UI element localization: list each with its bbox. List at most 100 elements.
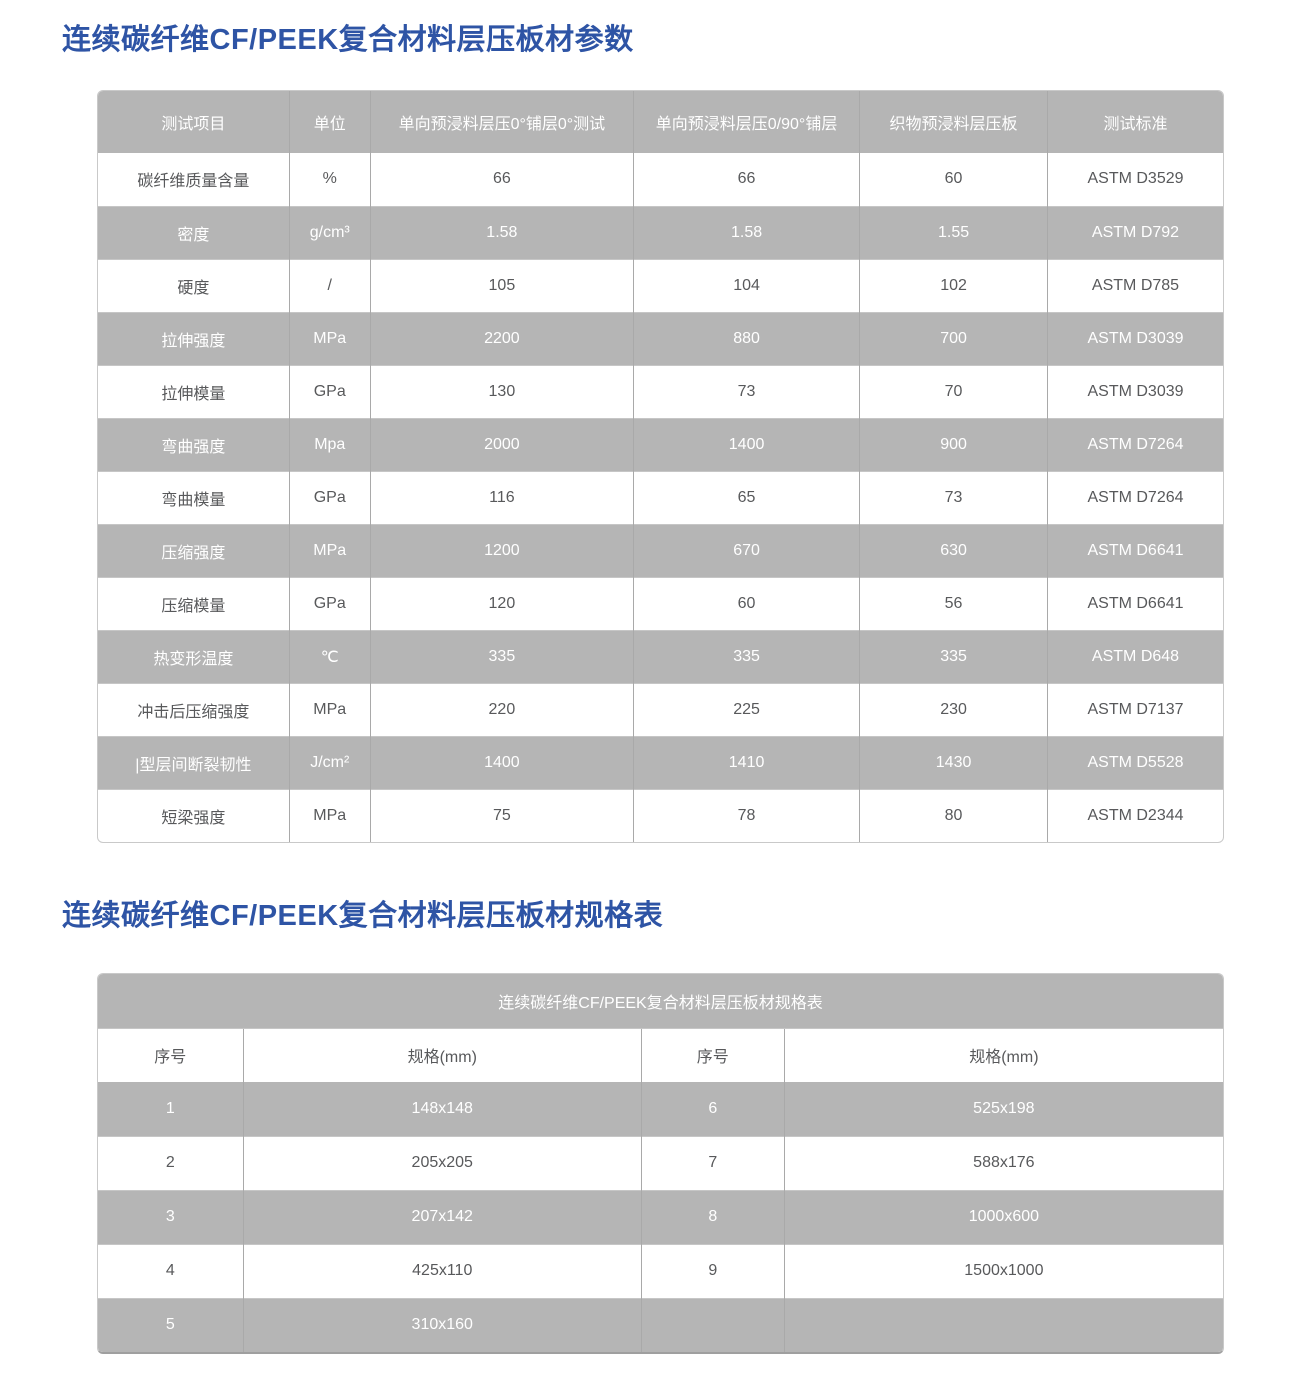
spec-section-title: 连续碳纤维CF/PEEK复合材料层压板材规格表 [62, 900, 664, 932]
table-cell: 102 [859, 258, 1048, 312]
table-cell: ASTM D3039 [1047, 311, 1223, 365]
table-cell: ASTM D785 [1047, 258, 1223, 312]
table-row: 1 148x148 6 525x198 [98, 1082, 1223, 1136]
table-cell: 130 [369, 364, 634, 418]
table-cell: 104 [632, 258, 860, 312]
table-cell: 310x160 [242, 1297, 642, 1352]
table-cell: 硬度 [98, 258, 290, 312]
table-cell: |型层间断裂韧性 [98, 735, 290, 789]
table-cell: 拉伸模量 [98, 364, 290, 418]
table-cell: % [288, 153, 371, 206]
table-cell: MPa [288, 523, 371, 577]
table-cell: 75 [369, 788, 634, 842]
table-cell: 70 [859, 364, 1048, 418]
table-cell: ASTM D3529 [1047, 153, 1223, 206]
params-table-body: 碳纤维质量含量% 66 66 60 ASTM D3529 密度 g/cm³ 1.58 1.58 1… [98, 153, 1223, 842]
table-row: 硬度/105 104 102 ASTM D785 [98, 258, 1223, 312]
table-cell: 73 [859, 470, 1048, 524]
table-cell: 2 [98, 1135, 244, 1190]
table-row: 短梁强度 MPa 75 78 80 ASTM D2344 [98, 788, 1223, 842]
spec-table: 连续碳纤维CF/PEEK复合材料层压板材规格表 序号 规格(mm) 序号 规格(… [98, 974, 1223, 1352]
table-cell: 1410 [632, 735, 860, 789]
table-cell: 1 [165, 1099, 175, 1117]
table-cell: 弯曲强度 [98, 417, 290, 471]
table-cell: GPa [288, 470, 371, 524]
table-row: |型层间断裂韧性 J/cm² 1400 1410 1430 ASTM D5528 [98, 735, 1223, 789]
table-cell: 335 [859, 629, 1048, 683]
table-cell: 880 [632, 311, 860, 365]
table-cell: 148x148 [242, 1082, 642, 1136]
table-row: 拉伸强度 MPa 2200 880 700 ASTM D3039 [98, 311, 1223, 365]
table-row: 冲击后压缩强度 MPa 220 225 230 ASTM D7137 [98, 682, 1223, 736]
table-cell: 密度 [98, 205, 290, 259]
spec-table-wrap: 连续碳纤维CF/PEEK复合材料层压板材规格表 序号 规格(mm) 序号 规格(… [97, 973, 1224, 1354]
table-cell: 120 [369, 576, 634, 630]
table-cell: ASTM D648 [1047, 629, 1223, 683]
table-row: 3 207x142 8 1000x600 [98, 1189, 1223, 1244]
table-row: 5 310x160 [98, 1297, 1223, 1352]
column-header: 规格(mm) [783, 1027, 1223, 1082]
column-header: 序号 [640, 1027, 785, 1082]
table-row: 2 205x205 7 588x176 [98, 1135, 1223, 1190]
table-cell: MPa [288, 682, 371, 736]
table-cell: J/cm² [288, 735, 371, 789]
table-cell: 冲击后压缩强度 [98, 682, 290, 736]
column-header: 规格(mm) [242, 1027, 642, 1082]
table-row: 压缩模量 GPa 120 60 56 ASTM D6641 [98, 576, 1223, 630]
table-cell: ASTM D792 [1047, 205, 1223, 259]
table-cell: GPa [288, 364, 371, 418]
table-cell: 压缩模量 [98, 576, 290, 630]
table-cell: 4 [98, 1243, 244, 1298]
table-cell: 116 [369, 470, 634, 524]
table-row: 压缩强度 MPa 1200 670 630 ASTM D6641 [98, 523, 1223, 577]
table-cell: 66 [632, 153, 860, 206]
table-cell: 短梁强度 [98, 788, 290, 842]
table-cell: 2000 [369, 417, 634, 471]
table-cell: MPa [288, 311, 371, 365]
table-cell: 5 [98, 1297, 244, 1352]
table-cell: ASTM D2344 [1047, 788, 1223, 842]
table-cell: MPa [288, 788, 371, 842]
table-cell: 105 [369, 258, 634, 312]
table-cell: ASTM D7137 [1047, 682, 1223, 736]
table-cell: 1.58 [369, 205, 634, 259]
table-cell: 60 [859, 153, 1048, 206]
table-cell: ASTM D7264 [1047, 470, 1223, 524]
params-header-row: 测试项目 单位 单向预浸料层压0°铺层0°测试 单向预浸料层压0/90°铺层 织… [98, 91, 1223, 153]
column-header: 织物预浸料层压板 [859, 91, 1048, 153]
table-cell: 2200 [369, 311, 634, 365]
table-cell: ASTM D5528 [1047, 735, 1223, 789]
table-row: 拉伸模量 GPa 130 73 70 ASTM D3039 [98, 364, 1223, 418]
column-header: 单向预浸料层压0°铺层0°测试 [369, 91, 634, 153]
table-row: 弯曲模量 GPa 116 65 73 ASTM D7264 [98, 470, 1223, 524]
table-row: 热变形温度 ℃ 335 335 335 ASTM D648 [98, 629, 1223, 683]
table-cell: 压缩强度 [98, 523, 290, 577]
table-cell: 900 [859, 417, 1048, 471]
table-cell: 65 [632, 470, 860, 524]
table-cell: 335 [632, 629, 860, 683]
column-header: 序号 [98, 1027, 244, 1082]
table-cell: 1200 [369, 523, 634, 577]
table-cell: 670 [632, 523, 860, 577]
table-row: 4 425x110 9 1500x1000 [98, 1243, 1223, 1298]
table-cell: ASTM D7264 [1047, 417, 1223, 471]
table-cell: g/cm³ [288, 205, 371, 259]
table-cell: 1430 [859, 735, 1048, 789]
table-cell: 9 [640, 1243, 785, 1298]
table-cell: 拉伸强度 [98, 311, 290, 365]
table-cell: 7 [640, 1135, 785, 1190]
table-cell: 60 [632, 576, 860, 630]
table-cell: 700 [859, 311, 1048, 365]
table-cell: 630 [859, 523, 1048, 577]
table-cell: 1400 [632, 417, 860, 471]
table-row: 碳纤维质量含量% 66 66 60 ASTM D3529 [98, 153, 1223, 206]
table-cell: 207x142 [242, 1189, 642, 1244]
table-cell: GPa [288, 576, 371, 630]
table-cell [640, 1297, 785, 1352]
table-cell: 1000x600 [783, 1189, 1223, 1244]
table-cell: 525x198 [783, 1082, 1223, 1136]
table-cell: ASTM D6641 [1047, 523, 1223, 577]
table-cell: 205x205 [242, 1135, 642, 1190]
column-header: 单位 [288, 91, 371, 153]
